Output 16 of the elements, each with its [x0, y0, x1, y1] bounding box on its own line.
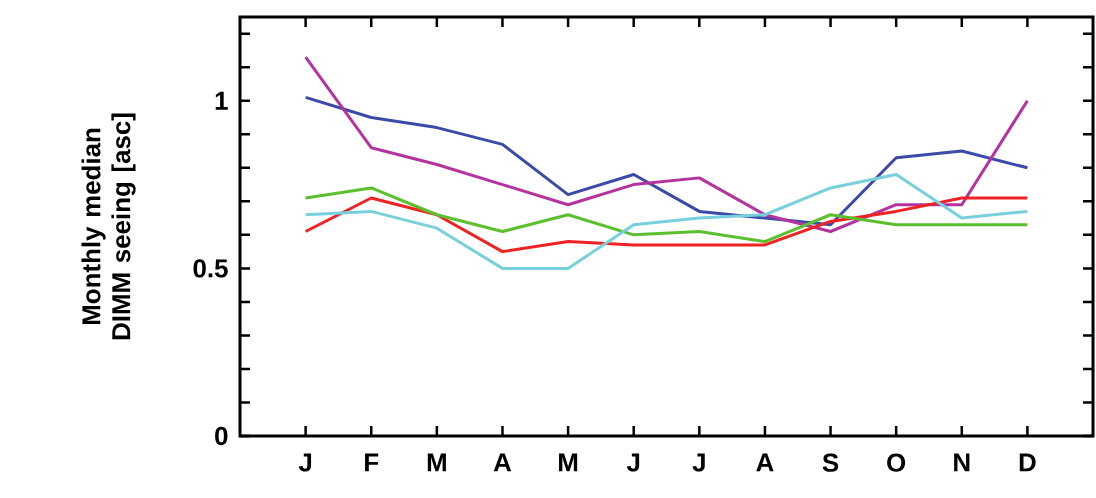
- x-tick-label: A: [756, 453, 774, 472]
- x-tick-label: N: [954, 453, 970, 472]
- y-tick-label: 1: [215, 91, 228, 110]
- x-tick-label: J: [626, 453, 640, 472]
- y-axis-title: Monthly median DIMM seeing [asc]: [81, 113, 136, 340]
- y-tick-label: 0: [215, 426, 228, 446]
- x-tick-label: O: [887, 453, 906, 472]
- x-tick-label: J: [692, 453, 705, 472]
- x-tick-label: D: [1019, 453, 1036, 472]
- x-tick-label: J: [298, 453, 312, 472]
- x-tick-label: M: [427, 453, 446, 472]
- x-tick-label: A: [493, 453, 512, 472]
- x-tick-label: S: [822, 453, 839, 472]
- x-tick-label: F: [365, 453, 379, 472]
- x-tick-label: M: [559, 453, 578, 472]
- y-tick-label: 0.5: [193, 259, 228, 278]
